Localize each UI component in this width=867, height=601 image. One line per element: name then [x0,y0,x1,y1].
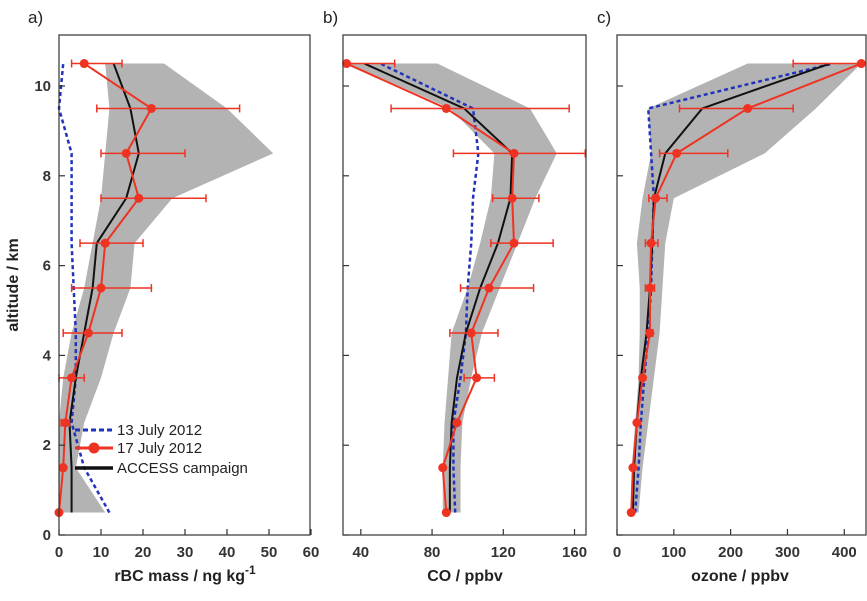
x-axis-title: ozone / ppbv [691,568,789,585]
series-17-july-point [441,508,451,518]
x-tick-label: 200 [718,544,743,561]
series-17-july-point [509,238,519,248]
series-17-july-point [146,103,156,113]
y-tick-label: 6 [43,258,51,275]
plot-frame [342,34,587,536]
panel-label: b) [323,8,338,27]
series-17-july-point [672,148,682,158]
series-17-july-point [856,59,866,69]
x-tick-label: 0 [55,544,63,561]
series-17-july-point [626,508,636,518]
plot-frame [616,34,867,536]
series-17-july-point [651,193,661,203]
series-17-july-point [452,418,462,428]
x-axis-title: rBC mass / ng kg-1 [114,563,256,585]
x-tick-label: 400 [832,544,857,561]
x-tick-label: 120 [491,544,516,561]
series-17-july-point [60,418,70,428]
series-17-july-point [472,373,482,383]
series-17-july-point [507,193,517,203]
series-17-july-point [79,59,89,69]
legend-label-17-july: 17 July 2012 [117,440,202,457]
series-17-july-point [743,103,753,113]
y-tick-label: 2 [43,437,51,454]
x-tick-label: 20 [135,544,152,561]
legend-item-campaign: ACCESS campaign [75,460,248,477]
x-axis-title-superscript: -1 [245,563,256,577]
series-17-july-point [441,103,451,113]
chart-panel-1: 0 2 4 6 8 10 0 10 20 30 40 50 60 a) rBC mass / ng kg-1… [5,8,319,585]
series-17-july-point [438,463,448,473]
x-tick-label: 40 [352,544,369,561]
panel-label: a) [28,8,43,27]
x-tick-label: 40 [219,544,236,561]
series-17-july-point [638,373,648,383]
legend-label-campaign: ACCESS campaign [117,460,248,477]
legend-marker-17-july [88,442,100,454]
chart-panel-2: 40 80 120 160 b) CO / ppbv [323,8,587,585]
panel-label: c) [597,8,611,27]
series-17-july-point [67,373,77,383]
series-17-july-point [645,283,655,293]
y-tick-label: 8 [43,168,51,185]
series-17-july-point [100,238,110,248]
x-tick-label: 80 [424,544,441,561]
series-17-july-point [466,328,476,338]
series-17-july-point [632,418,642,428]
x-axis-title: CO / ppbv [427,568,503,585]
series-17-july-point [134,193,144,203]
x-tick-label: 30 [177,544,194,561]
y-axis-title: altitude / km [5,238,22,331]
chart-panel-3: 0 100 200 300 400 c) ozone / ppbv [597,8,867,585]
legend-label-13-july: 13 July 2012 [117,422,202,439]
x-tick-label: 160 [562,544,587,561]
series-17-july-point [509,148,519,158]
y-tick-label: 0 [43,527,51,544]
variability-band [630,63,862,513]
y-tick-label: 4 [43,347,52,364]
series-17-july-point [628,463,638,473]
variability-band [348,63,557,513]
x-tick-label: 60 [303,544,320,561]
x-tick-label: 300 [775,544,800,561]
x-tick-label: 0 [613,544,621,561]
series-17-july-point [121,148,131,158]
legend-item-13-july: 13 July 2012 [75,422,202,439]
legend-item-17-july: 17 July 2012 [75,440,202,457]
variability-band [59,63,274,513]
x-tick-label: 50 [261,544,278,561]
series-17-july-point [83,328,93,338]
series-17-july-point [58,463,68,473]
series-17-july-point [645,328,655,338]
x-tick-label: 10 [93,544,110,561]
series-17-july-point [96,283,106,293]
series-17-july-point [646,238,656,248]
legend: 13 July 2012 17 July 2012 ACCESS campaig… [75,422,248,477]
y-tick-label: 10 [34,78,51,95]
series-17-july-point [484,283,494,293]
x-tick-label: 100 [661,544,686,561]
series-17-july-point [342,59,352,69]
